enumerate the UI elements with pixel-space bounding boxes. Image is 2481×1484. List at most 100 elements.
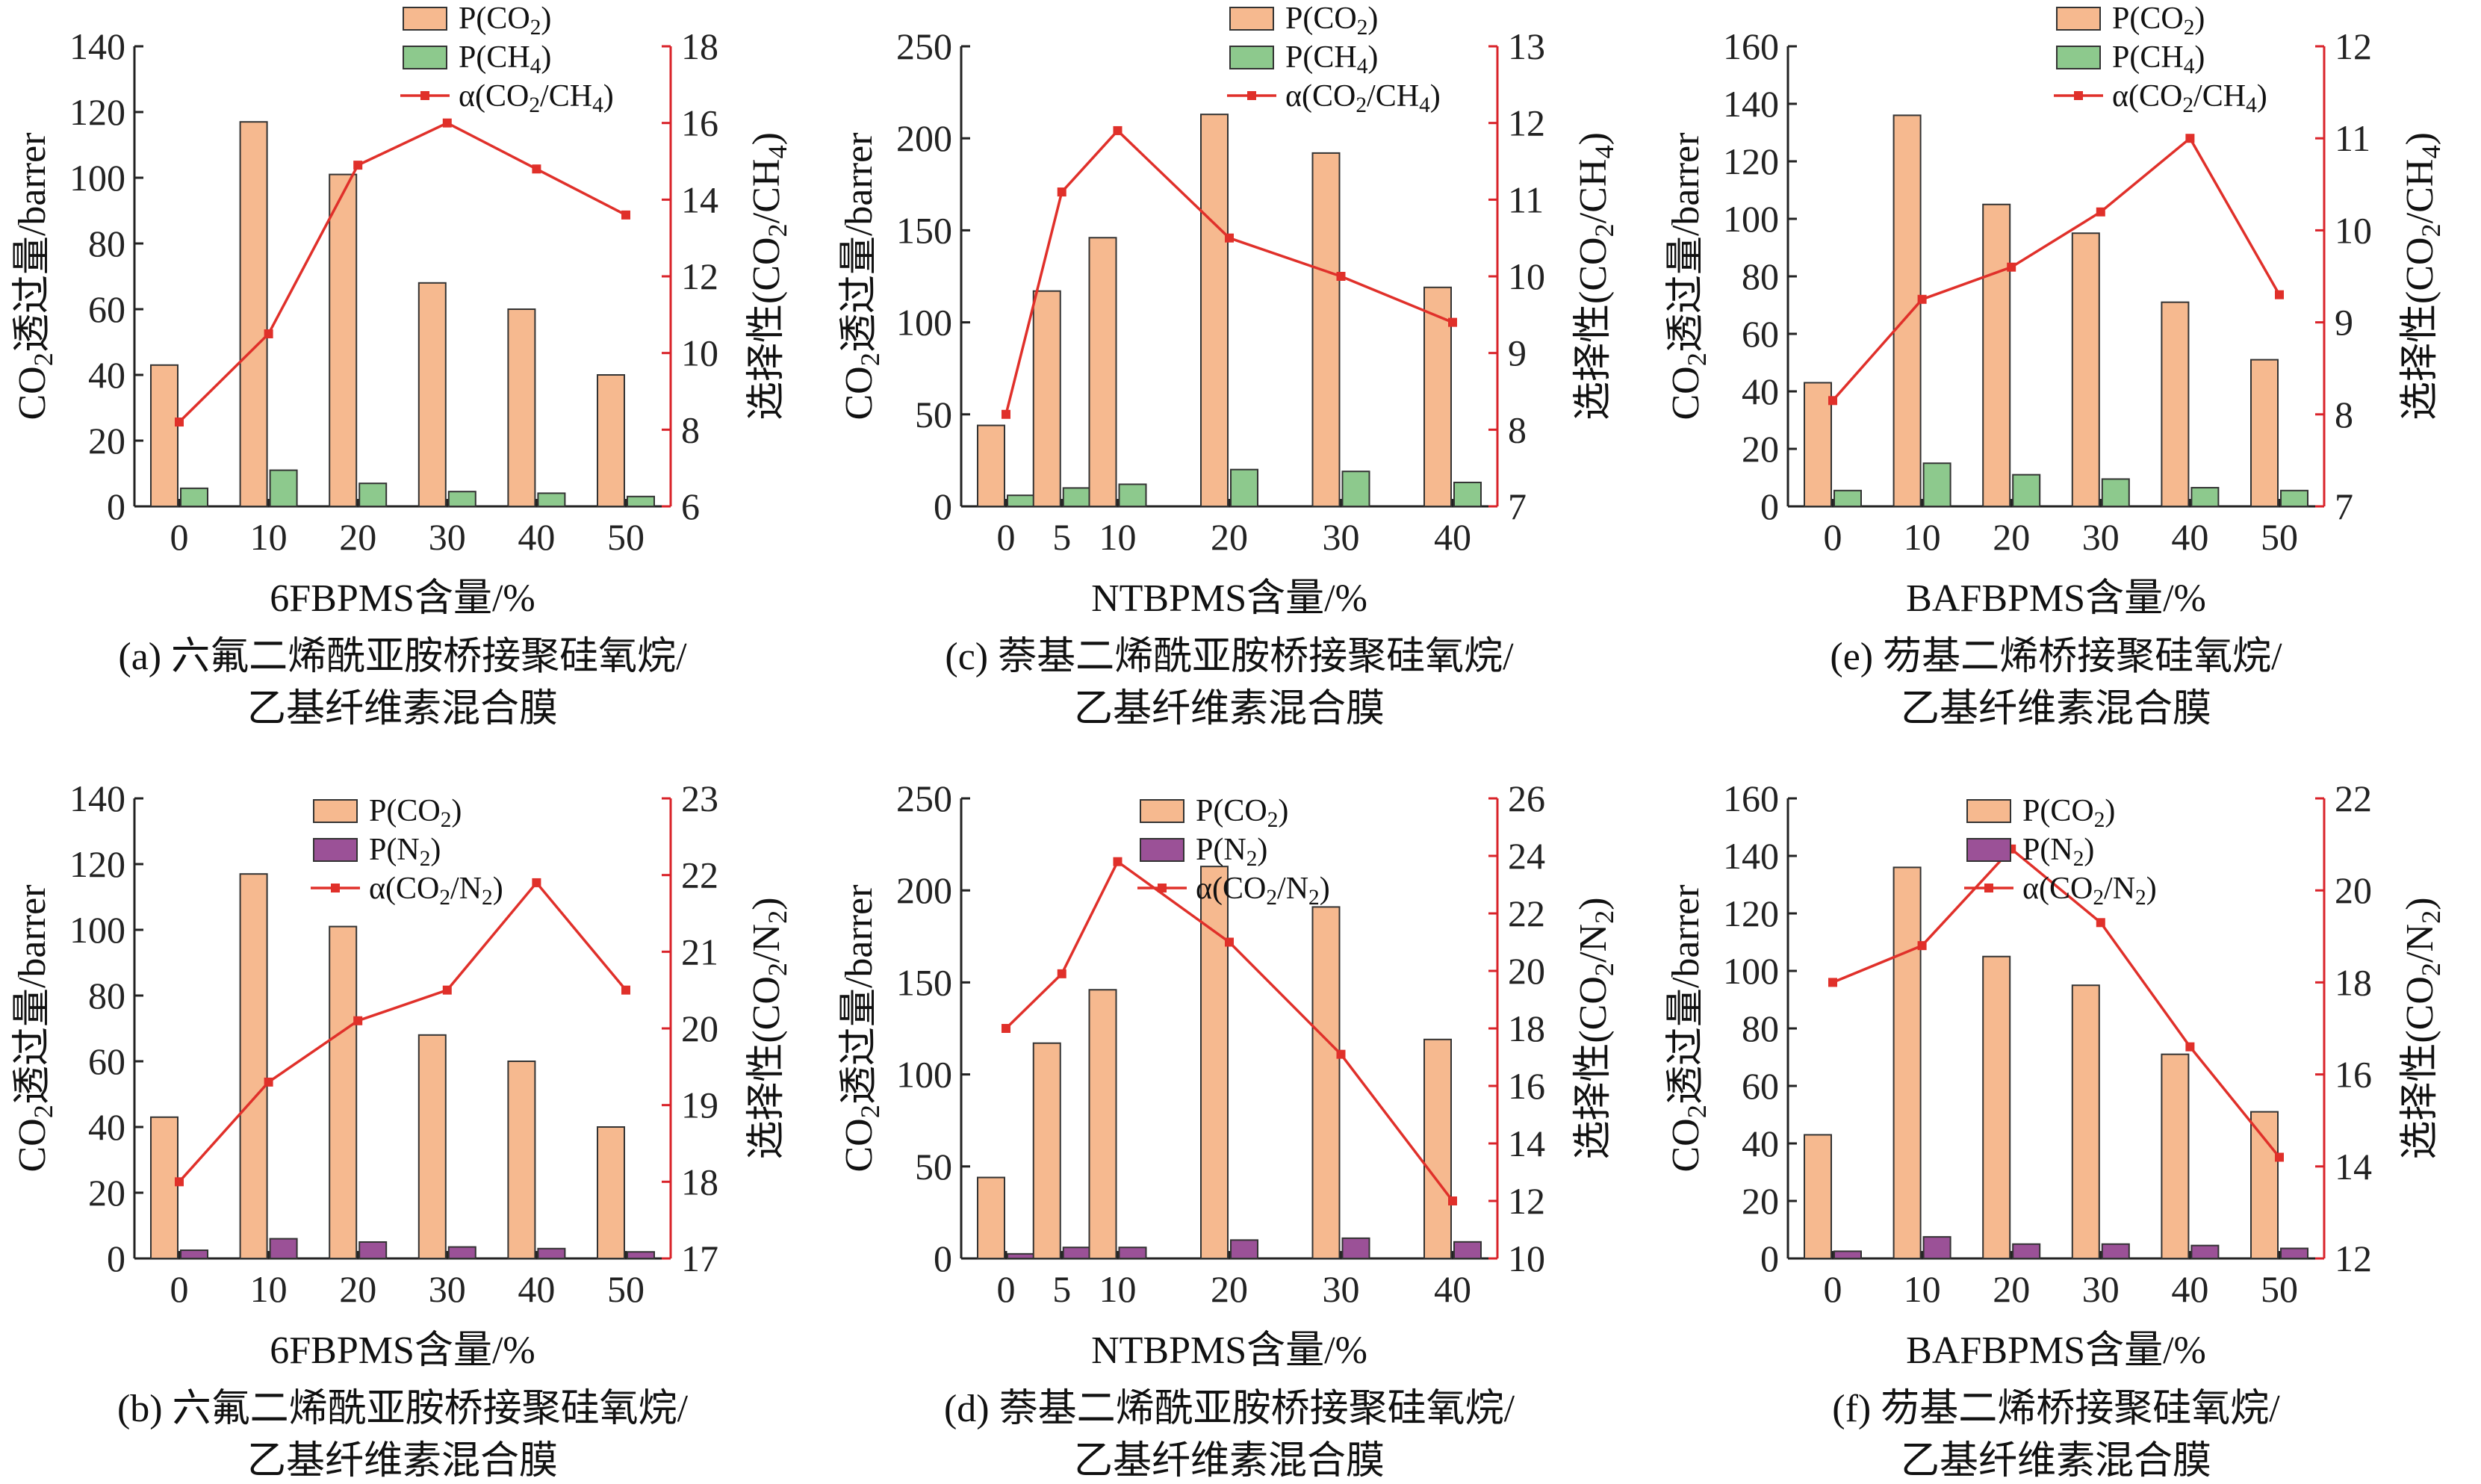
selectivity-point	[264, 1077, 273, 1087]
selectivity-point	[442, 985, 452, 995]
caption-line-2: 乙基纤维素混合膜	[1901, 1440, 2211, 1483]
bar-n2	[537, 1247, 566, 1259]
ytick-right-label: 20	[1508, 950, 1545, 992]
bar-ch4	[2190, 486, 2220, 507]
caption-line-1: (a) 六氟二烯酰亚胺桥接聚硅氧烷/	[118, 636, 687, 678]
text-span: α(CO	[2022, 872, 2093, 906]
legend-swatch-gas	[1966, 838, 2011, 862]
bar-co2	[417, 1034, 447, 1259]
ytick-left-label: 80	[88, 223, 125, 264]
legend-swatch-marker	[1984, 884, 1993, 892]
selectivity-point	[264, 329, 273, 338]
y-axis-right-title: 选择性(CO2/N2)	[2399, 897, 2446, 1159]
text-span: P(CH	[1285, 40, 1357, 75]
y-axis-left-title: CO2透过量/barrer	[1665, 132, 1712, 420]
text-span: 选择性(CO	[745, 976, 788, 1160]
selectivity-point	[2275, 1152, 2284, 1162]
text-span: CO	[1665, 1118, 1707, 1172]
legend-label: P(CO2)	[459, 1, 551, 40]
legend-label: P(N2)	[2022, 833, 2094, 871]
text-span: /N	[1572, 924, 1615, 963]
ytick-left-label: 80	[1742, 1008, 1779, 1049]
selectivity-point	[1002, 409, 1010, 419]
y-axis-left-title: CO2透过量/barrer	[838, 132, 885, 420]
xtick-label: 40	[1434, 1268, 1471, 1310]
xtick-label: 30	[2082, 516, 2120, 558]
legend-swatch-gas	[1140, 838, 1184, 862]
bar-ch4	[1062, 487, 1091, 507]
ytick-left-label: 150	[896, 209, 952, 251]
subscript: 2	[2093, 886, 2104, 910]
text-span: P(N	[2022, 833, 2073, 867]
text-span: α(CO	[1196, 872, 1266, 906]
bar-co2	[2250, 358, 2279, 507]
subscript: 2	[855, 353, 885, 366]
selectivity-point	[1113, 857, 1122, 866]
selectivity-point	[175, 417, 184, 427]
legend-swatch-gas	[403, 46, 447, 69]
ytick-left-label: 100	[1723, 198, 1779, 240]
text-span: )	[2194, 40, 2205, 75]
text-span: /N	[1277, 872, 1308, 906]
subscript: 2	[2416, 963, 2446, 976]
legend-swatch-marker	[1247, 91, 1256, 100]
xtick-label: 30	[429, 516, 466, 558]
text-span: /N	[2104, 872, 2135, 906]
bar-co2	[597, 1126, 625, 1259]
text-span: )	[2399, 132, 2441, 145]
text-span: )	[1367, 40, 1378, 75]
xtick-label: 50	[607, 1268, 645, 1310]
xtick-label: 10	[1099, 1268, 1137, 1310]
bar-co2	[1892, 114, 1922, 507]
text-span: 透过量/barrer	[1665, 132, 1707, 353]
bar-n2	[1062, 1247, 1091, 1260]
legend-label: P(CO2)	[2022, 794, 2115, 832]
bar-co2	[1423, 286, 1452, 507]
y-axis-right-title: 选择性(CO2/CH4)	[1572, 132, 1619, 420]
ytick-right-label: 20	[2335, 869, 2372, 911]
text-span: )	[1572, 132, 1615, 145]
text-span: )	[2146, 872, 2157, 906]
selectivity-point	[1336, 1049, 1346, 1059]
ytick-right-label: 16	[681, 102, 718, 144]
legend-label: α(CO2/N2)	[369, 872, 503, 910]
bar-co2	[2250, 1111, 2279, 1259]
bar-ch4	[2280, 489, 2308, 508]
x-axis-title: NTBPMS含量/%	[1091, 1329, 1367, 1372]
selectivity-point	[1113, 125, 1122, 135]
subscript: 4	[1357, 55, 1368, 78]
legend-swatch-co2	[403, 7, 447, 31]
ytick-left-label: 60	[1742, 1065, 1779, 1107]
bar-co2	[977, 1176, 1005, 1259]
text-span: CO	[838, 1118, 881, 1172]
y-axis-left-title: CO2透过量/barrer	[838, 884, 885, 1172]
text-span: /CH	[1572, 159, 1615, 224]
ytick-right-label: 6	[681, 485, 700, 527]
ytick-left-label: 100	[1723, 950, 1779, 992]
caption-line-1: (e) 芴基二烯桥接聚硅氧烷/	[1830, 636, 2282, 678]
y-axis-right-title: 选择性(CO2/N2)	[1572, 897, 1619, 1159]
ytick-left-label: 40	[88, 1106, 125, 1148]
bar-co2	[1804, 382, 1832, 508]
bar-ch4	[447, 491, 476, 508]
selectivity-point	[1828, 396, 1837, 406]
text-span: )	[1257, 833, 1267, 867]
selectivity-point	[532, 878, 541, 887]
legend-label: P(CO2)	[2112, 1, 2205, 40]
xtick-label: 40	[518, 1268, 555, 1310]
bar-co2	[1311, 906, 1341, 1259]
subscript: 4	[592, 93, 603, 117]
ytick-left-label: 50	[915, 1146, 952, 1187]
bar-co2	[150, 1116, 178, 1259]
subscript: 2	[763, 910, 792, 924]
xtick-label: 0	[997, 1268, 1016, 1310]
subscript: 2	[28, 353, 58, 366]
ytick-left-label: 150	[896, 961, 952, 1003]
subscript: 2	[1266, 886, 1277, 910]
legend-label: α(CO2/CH4)	[459, 79, 614, 117]
text-span: /CH	[540, 79, 592, 114]
ytick-left-label: 250	[896, 25, 952, 67]
text-span: /CH	[745, 159, 788, 224]
